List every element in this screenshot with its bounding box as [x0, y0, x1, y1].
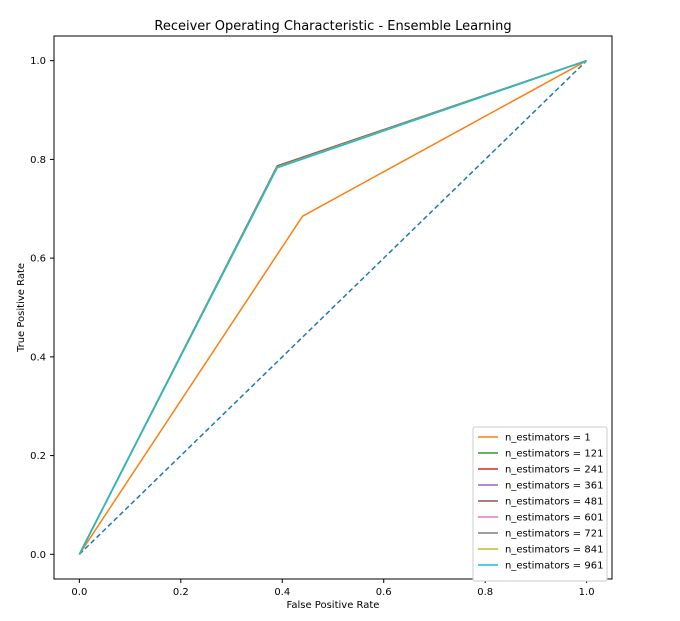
x-tick-label: 0.6: [376, 587, 392, 598]
legend-label: n_estimators = 841: [505, 545, 603, 556]
y-tick-label: 0.0: [30, 550, 46, 561]
y-tick-label: 1.0: [30, 56, 46, 67]
x-tick-label: 0.8: [477, 587, 493, 598]
x-tick-label: 0.2: [173, 587, 189, 598]
reference-diagonal: [78, 60, 588, 555]
plot-frame: [53, 35, 613, 580]
legend-box: [472, 426, 608, 582]
legend-label: n_estimators = 241: [505, 465, 603, 476]
x-tick-label: 0.0: [71, 587, 87, 598]
y-tick-label: 0.6: [30, 254, 46, 265]
y-tick-label: 0.2: [30, 451, 46, 462]
x-axis-ticks: 0.0 0.2 0.4 0.6 0.8 1.0: [71, 579, 595, 598]
legend-label: n_estimators = 601: [505, 513, 603, 524]
series-line-1: [78, 60, 587, 555]
x-tick-label: 1.0: [579, 587, 595, 598]
x-tick-label: 0.4: [274, 587, 290, 598]
legend-label: n_estimators = 481: [505, 497, 603, 508]
y-axis-ticks: 0.0 0.2 0.4 0.6 0.8 1.0: [30, 56, 54, 561]
y-axis-label: True Positive Rate: [16, 263, 27, 353]
chart-title: Receiver Operating Characteristic - Ense…: [154, 19, 511, 34]
reference-line: [78, 60, 588, 555]
x-axis-label: False Positive Rate: [287, 600, 380, 611]
legend-label: n_estimators = 361: [505, 481, 603, 492]
legend-label: n_estimators = 961: [505, 561, 603, 572]
legend: n_estimators = 1 n_estimators = 121 n_esti…: [472, 426, 608, 582]
y-tick-label: 0.8: [30, 155, 46, 166]
legend-label: n_estimators = 721: [505, 529, 603, 540]
legend-label: n_estimators = 121: [505, 449, 603, 460]
legend-label: n_estimators = 1: [505, 433, 591, 444]
y-tick-label: 0.4: [30, 352, 46, 363]
series-line-9: [78, 59, 587, 555]
series-lines: [78, 59, 587, 555]
